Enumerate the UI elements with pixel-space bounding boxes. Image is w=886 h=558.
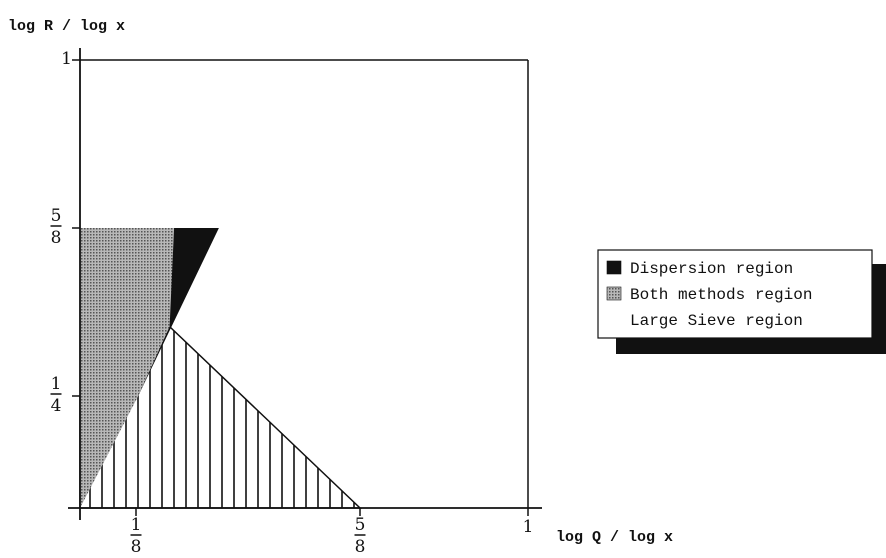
x-tick-1: 58 [354, 515, 366, 557]
y-tick-2-label: 1 [61, 49, 72, 69]
y-tick-0: 14 [50, 374, 62, 416]
y-tick-1-numerator: 5 [51, 206, 62, 226]
y-tick-0-numerator: 1 [51, 374, 62, 394]
legend-swatch-1 [606, 286, 622, 301]
x-tick-2-label: 1 [523, 517, 534, 537]
x-tick-0-numerator: 1 [131, 515, 142, 535]
legend: Dispersion region Both methods region Larg… [597, 249, 886, 354]
x-tick-1-numerator: 5 [355, 515, 366, 535]
plot-regions [79, 228, 362, 509]
legend-box [597, 249, 873, 339]
y-tick-1-denominator: 8 [51, 228, 62, 248]
x-tick-0-denominator: 8 [131, 537, 142, 557]
legend-swatch-0 [606, 260, 622, 275]
legend-label-0: Dispersion region [630, 260, 793, 278]
y-tick-0-denominator: 4 [51, 396, 62, 416]
x-axis-label: log Q / log x [556, 529, 673, 546]
y-tick-1: 58 [50, 206, 62, 248]
both-methods-region [80, 228, 175, 508]
legend-label-1: Both methods region [630, 286, 812, 304]
legend-label-2: Large Sieve region [630, 312, 803, 330]
x-tick-2: 1 [523, 517, 534, 537]
y-axis-label: log R / log x [8, 18, 125, 35]
y-tick-2: 1 [61, 49, 72, 69]
x-tick-1-denominator: 8 [355, 537, 366, 557]
x-tick-0: 18 [130, 515, 142, 557]
plot-frame [68, 48, 542, 520]
